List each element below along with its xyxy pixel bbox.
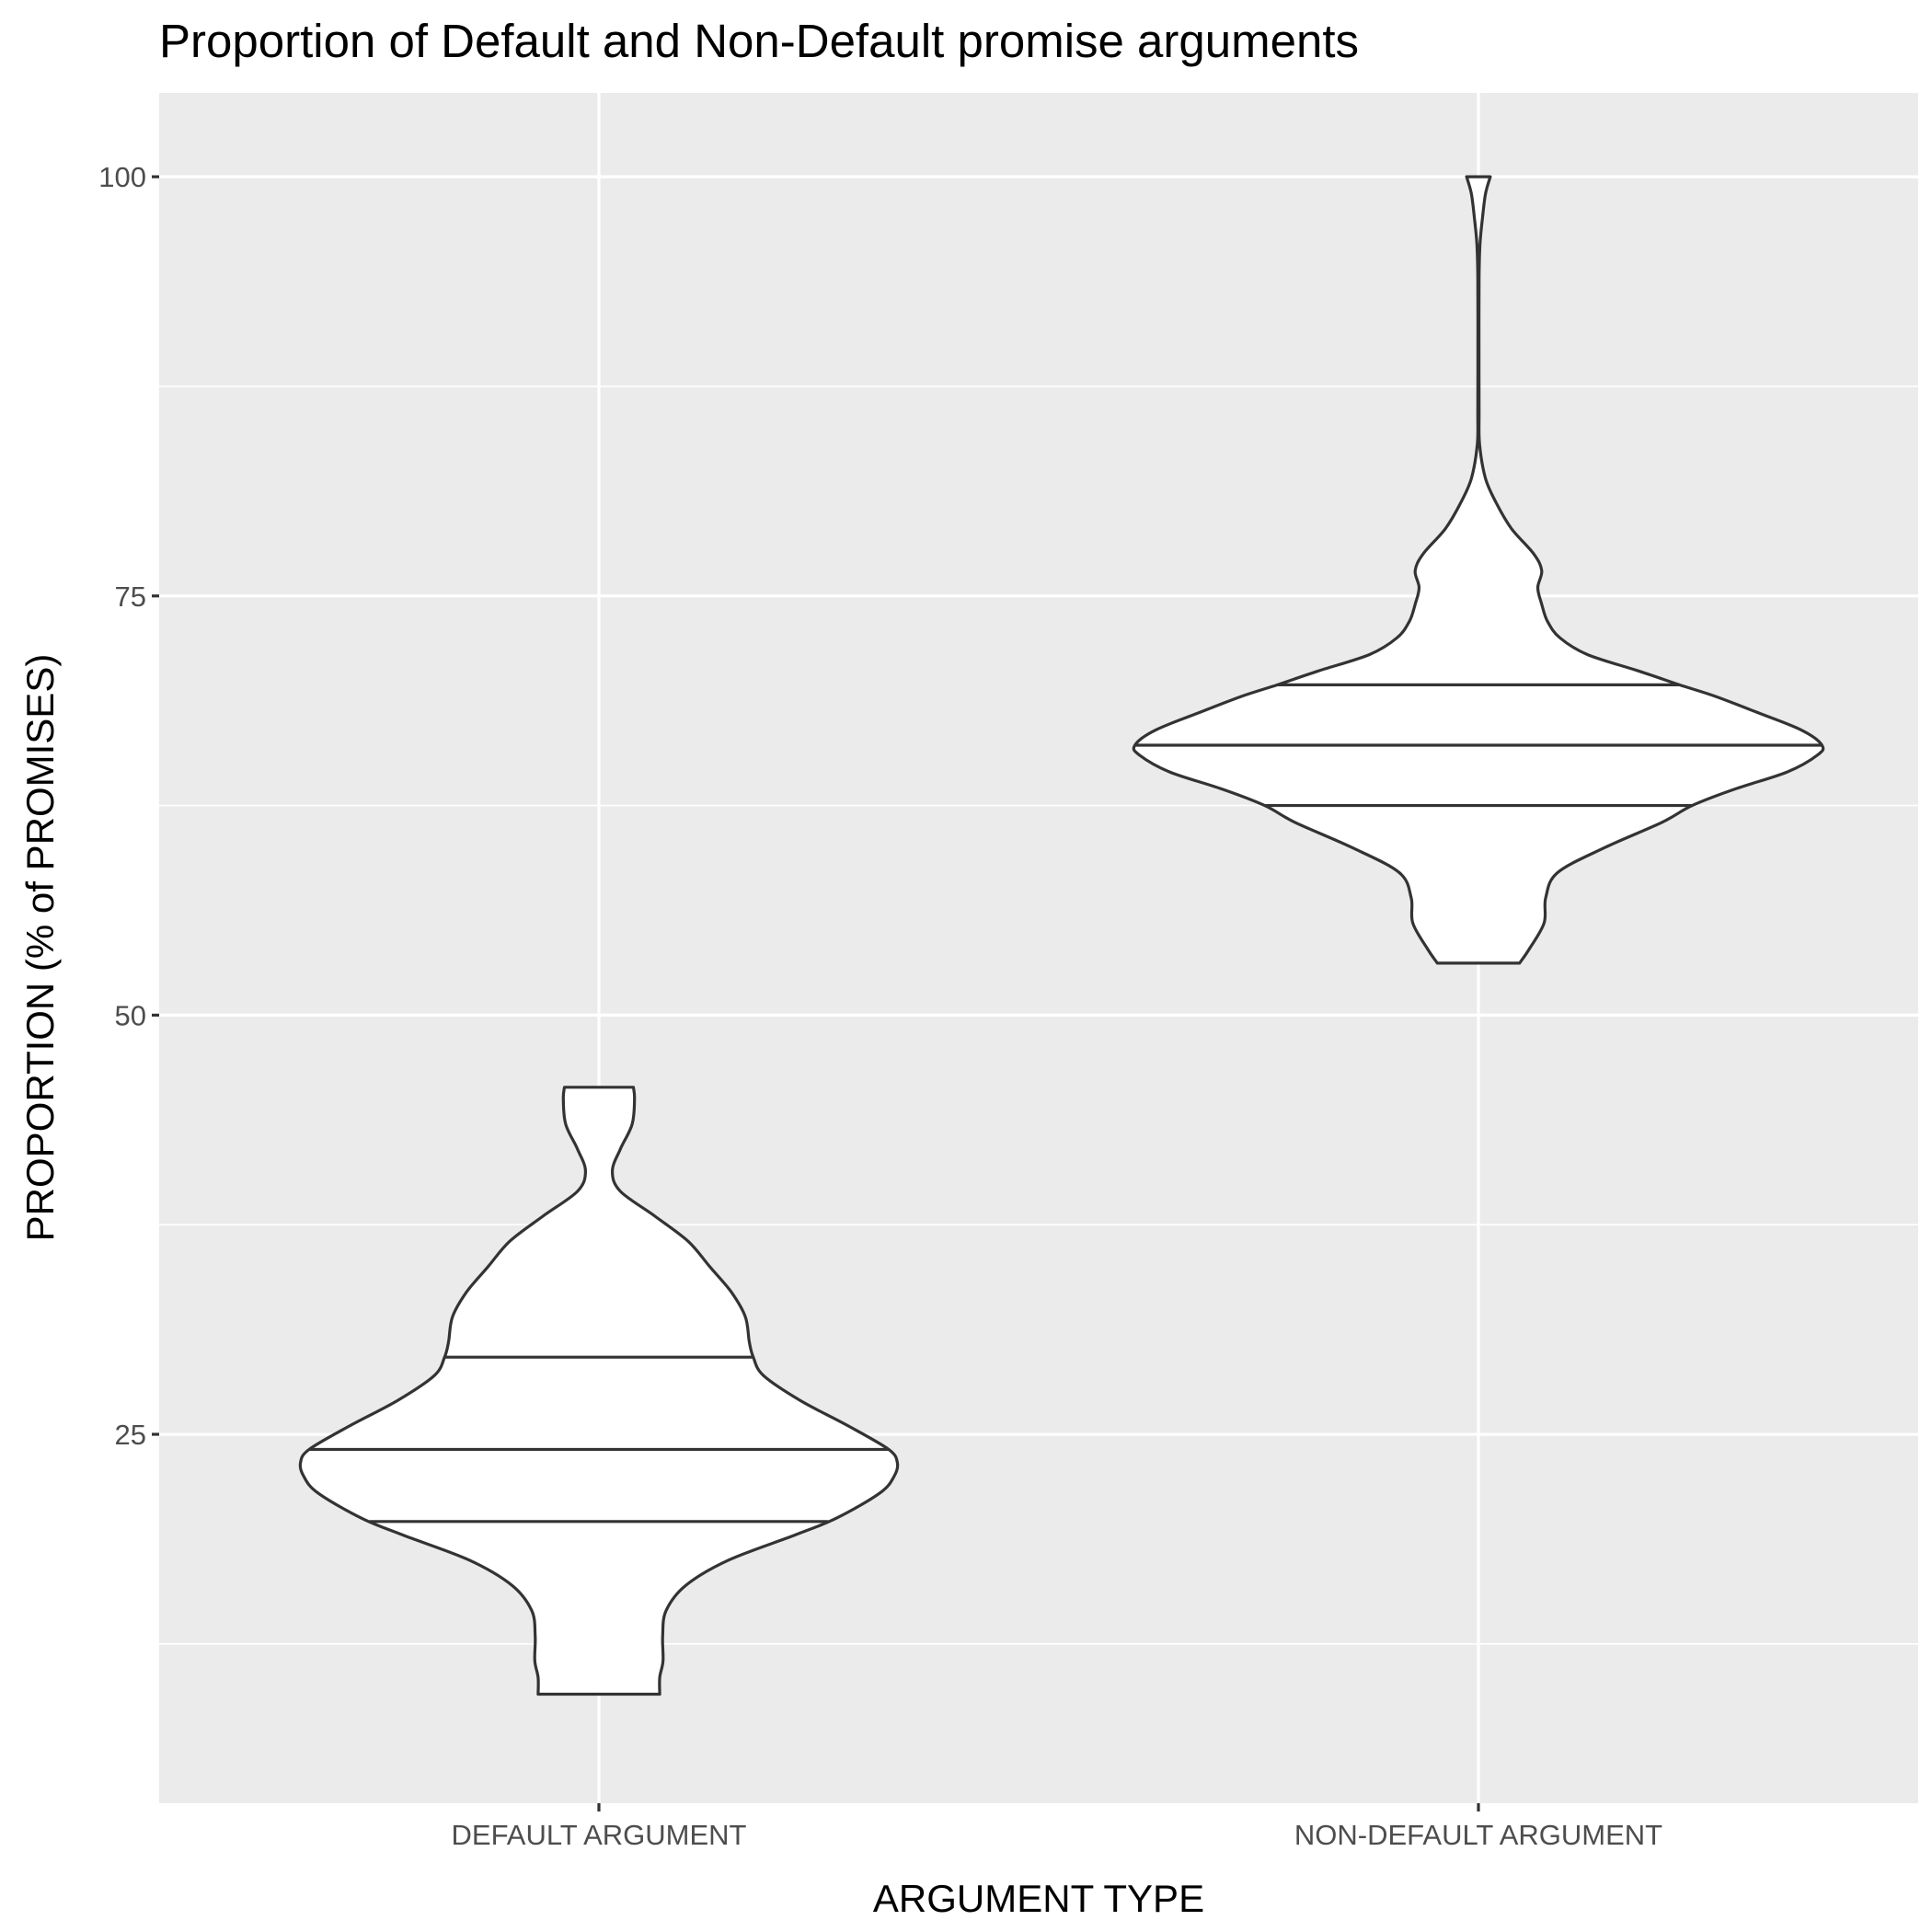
violins <box>298 175 1825 1696</box>
x-tick-label: NON-DEFAULT ARGUMENT <box>1294 1819 1662 1851</box>
x-axis: DEFAULT ARGUMENT NON-DEFAULT ARGUMENT <box>452 1803 1662 1851</box>
x-tick-label: DEFAULT ARGUMENT <box>452 1819 747 1851</box>
y-tick-label: 25 <box>115 1419 146 1451</box>
violin-default-argument <box>298 1086 900 1696</box>
y-tick-label: 75 <box>115 581 146 613</box>
y-tick-label: 100 <box>98 161 146 193</box>
y-tick-label: 50 <box>115 999 146 1031</box>
violin-non-default-argument <box>1132 175 1825 965</box>
y-axis: 25 50 75 100 <box>98 161 159 1451</box>
y-axis-title: PROPORTION (% of PROMISES) <box>18 654 62 1242</box>
plot-panel <box>159 93 1918 1803</box>
chart-title: Proportion of Default and Non-Default pr… <box>159 15 1359 67</box>
x-axis-title: ARGUMENT TYPE <box>873 1877 1204 1920</box>
